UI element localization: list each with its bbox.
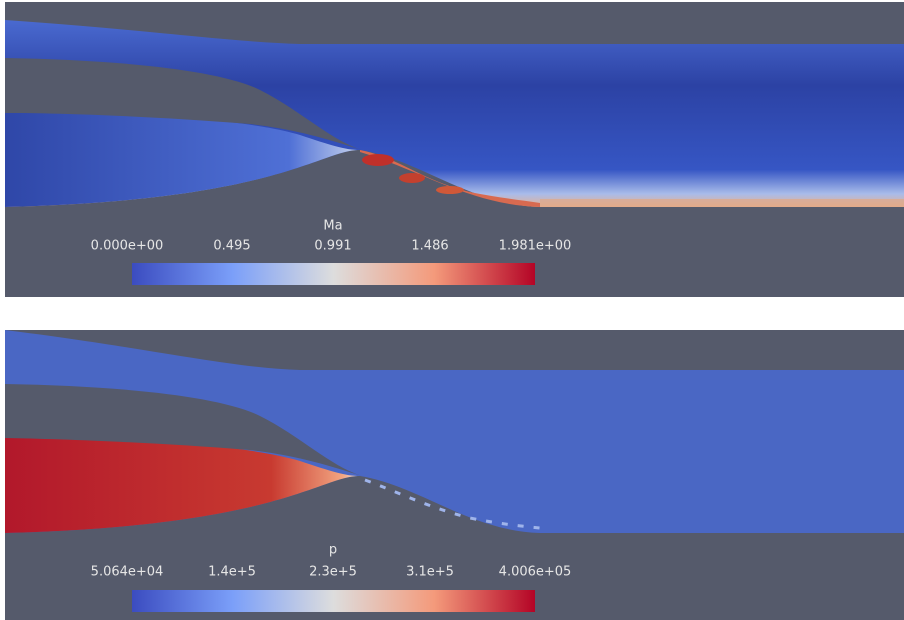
colorbar (132, 590, 535, 612)
viewport: Ma 0.000e+00 0.495 0.991 1.486 1.981e+00… (0, 0, 904, 620)
wall-layer (540, 199, 904, 207)
pressure-panel: p 5.064e+04 1.4e+5 2.3e+5 3.1e+5 4.006e+… (5, 330, 904, 620)
shock-cell (362, 154, 394, 166)
colorbar-label: 0.991 (314, 239, 351, 254)
colorbar-label: 0.000e+00 (91, 239, 164, 254)
colorbar-label: 1.981e+00 (499, 239, 572, 254)
mach-panel: Ma 0.000e+00 0.495 0.991 1.486 1.981e+00 (5, 2, 904, 297)
colorbar-label: 4.006e+05 (499, 565, 572, 580)
shock-cell (436, 186, 464, 194)
colorbar-label: 1.4e+5 (208, 565, 256, 580)
colorbar-title: Ma (323, 219, 342, 234)
colorbar-label: 5.064e+04 (91, 565, 164, 580)
colorbar-label: 2.3e+5 (309, 565, 357, 580)
colorbar-label: 1.486 (411, 239, 448, 254)
colorbar-title: p (329, 543, 337, 558)
colorbar-label: 0.495 (213, 239, 250, 254)
shock-cell (399, 173, 425, 183)
page: Ma 0.000e+00 0.495 0.991 1.486 1.981e+00… (0, 0, 904, 620)
colorbar-label: 3.1e+5 (406, 565, 454, 580)
colorbar (132, 263, 535, 285)
